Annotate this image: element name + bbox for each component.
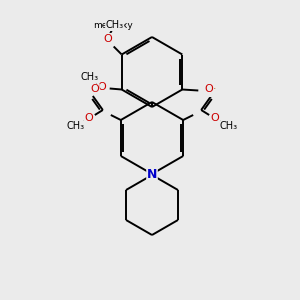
Text: O: O [211,113,220,123]
Text: O: O [205,84,214,94]
Text: CH₃: CH₃ [67,121,85,131]
Text: CH₃: CH₃ [81,73,99,82]
Text: CH₃: CH₃ [219,121,237,131]
Text: Br: Br [204,86,216,97]
Text: O: O [103,34,112,44]
Text: O: O [90,84,99,94]
Text: O: O [84,113,93,123]
Text: O: O [97,82,106,92]
Text: methoxy: methoxy [93,21,133,30]
Text: CH₃: CH₃ [106,20,124,31]
Text: N: N [147,167,157,181]
